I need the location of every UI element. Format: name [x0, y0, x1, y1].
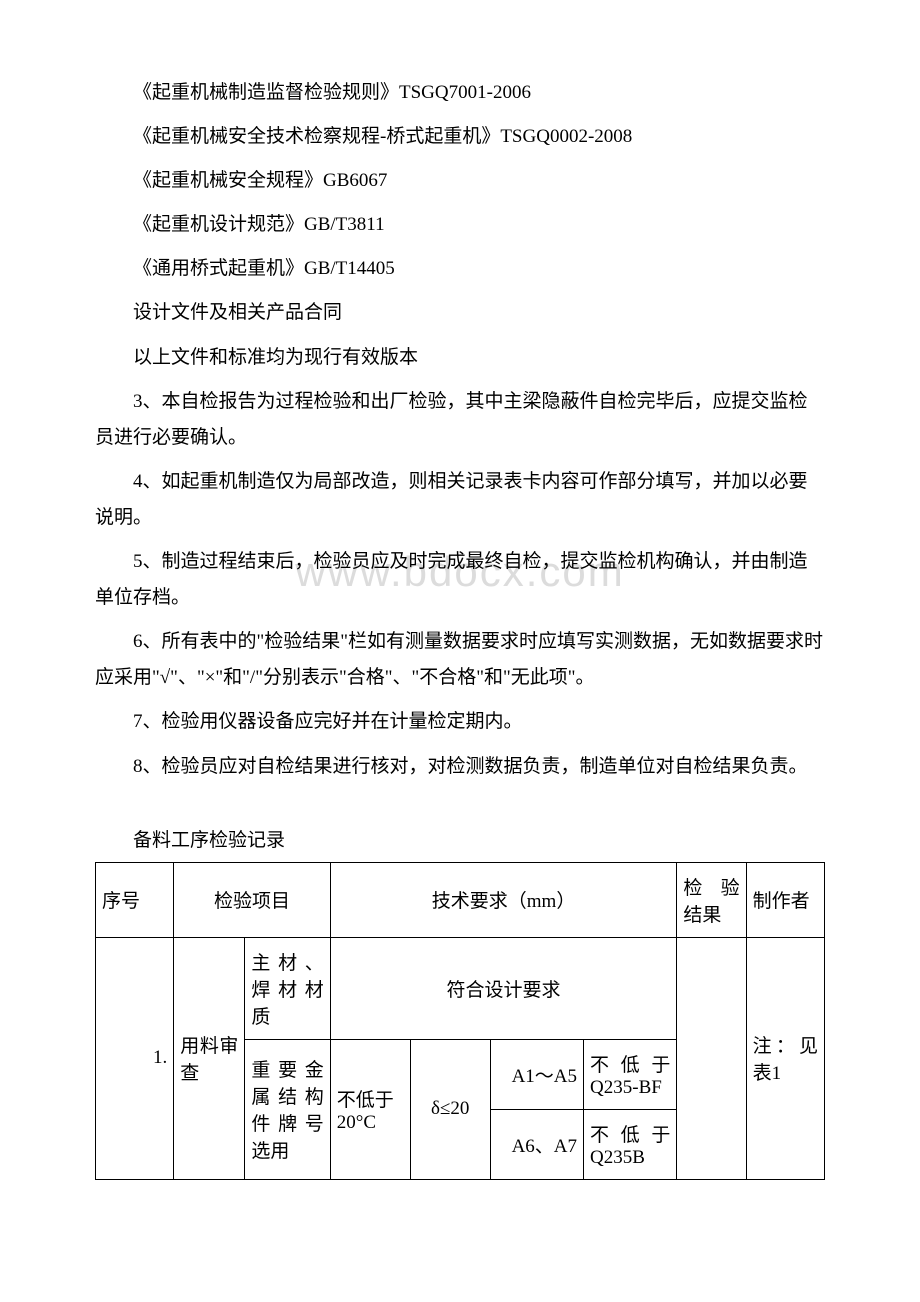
- para-standard-5: 《通用桥式起重机》GB/T14405: [95, 251, 825, 287]
- para-item-8: 8、检验员应对自检结果进行核对，对检测数据负责，制造单位对自检结果负责。: [95, 749, 825, 785]
- header-item: 检验项目: [174, 862, 331, 937]
- header-seq: 序号: [96, 862, 174, 937]
- cell-result: [677, 937, 746, 1179]
- para-standard-3: 《起重机械安全规程》GB6067: [95, 163, 825, 199]
- header-maker: 制作者: [746, 862, 824, 937]
- para-item-3: 3、本自检报告为过程检验和出厂检验，其中主梁隐蔽件自检完毕后，应提交监检员进行必…: [95, 384, 825, 456]
- para-standard-2: 《起重机械安全技术检察规程-桥式起重机》TSGQ0002-2008: [95, 119, 825, 155]
- cell-req-sub1: 符合设计要求: [330, 937, 677, 1039]
- inspection-table: 序号 检验项目 技术要求（mm） 检验结果 制作者 1. 用料审查 主材、焊材材…: [95, 862, 825, 1180]
- para-standard-4: 《起重机设计规范》GB/T3811: [95, 207, 825, 243]
- para-item-4: 4、如起重机制造仅为局部改造，则相关记录表卡内容可作部分填写，并加以必要说明。: [95, 464, 825, 536]
- cell-req-q1: 不低于Q235-BF: [584, 1039, 677, 1109]
- cell-req-a2: A6、A7: [490, 1109, 583, 1179]
- cell-seq: 1.: [96, 937, 174, 1179]
- cell-req-col1: 不低于 20°C: [330, 1039, 410, 1179]
- cell-note: 注：见表1: [746, 937, 824, 1179]
- para-item-7: 7、检验用仪器设备应完好并在计量检定期内。: [95, 704, 825, 740]
- cell-req-delta: δ≤20: [410, 1039, 490, 1179]
- table-header-row: 序号 检验项目 技术要求（mm） 检验结果 制作者: [96, 862, 825, 937]
- section-title: 备料工序检验记录: [95, 825, 825, 852]
- cell-req-q2: 不低于Q235B: [584, 1109, 677, 1179]
- header-req: 技术要求（mm）: [330, 862, 677, 937]
- para-item-5: 5、制造过程结束后，检验员应及时完成最终自检，提交监检机构确认，并由制造单位存档…: [95, 544, 825, 616]
- cell-item-sub2: 重要金属结构件牌号选用: [245, 1039, 330, 1179]
- document-content: 《起重机械制造监督检验规则》TSGQ7001-2006 《起重机械安全技术检察规…: [95, 75, 825, 1180]
- cell-req-a1: A1～A5: [490, 1039, 583, 1109]
- cell-item-sub1: 主材、焊材材质: [245, 937, 330, 1039]
- table-row: 1. 用料审查 主材、焊材材质 符合设计要求 注：见表1: [96, 937, 825, 1039]
- para-standard-1: 《起重机械制造监督检验规则》TSGQ7001-2006: [95, 75, 825, 111]
- para-design-docs: 设计文件及相关产品合同: [95, 295, 825, 331]
- header-result: 检验结果: [677, 862, 746, 937]
- para-valid-version: 以上文件和标准均为现行有效版本: [95, 340, 825, 376]
- cell-item-main: 用料审查: [174, 937, 245, 1179]
- para-item-6: 6、所有表中的"检验结果"栏如有测量数据要求时应填写实测数据，无如数据要求时应采…: [95, 624, 825, 696]
